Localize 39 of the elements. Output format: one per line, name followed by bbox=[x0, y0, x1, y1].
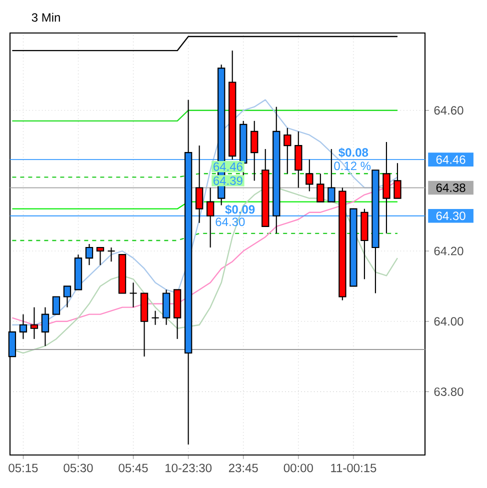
candlestick bbox=[195, 144, 204, 224]
candlestick bbox=[151, 310, 160, 326]
x-tick-label: 05:45 bbox=[118, 464, 148, 472]
x-tick-label: 10-23:30 bbox=[166, 464, 212, 472]
candlestick bbox=[250, 120, 258, 182]
x-tick-label: 00:00 bbox=[284, 464, 313, 472]
candlestick bbox=[19, 314, 28, 340]
candlestick bbox=[30, 306, 38, 340]
annotation: $0.09 bbox=[225, 204, 255, 214]
candlestick bbox=[85, 243, 94, 266]
ref-line-label: 64.46 bbox=[436, 155, 466, 164]
candlestick bbox=[96, 246, 104, 266]
candlestick bbox=[52, 296, 60, 315]
ref-line-label: 64.38 bbox=[436, 183, 466, 192]
candlestick bbox=[306, 159, 314, 192]
x-tick-label: 23:45 bbox=[228, 464, 258, 472]
candlestick bbox=[316, 173, 324, 202]
annotation: 0.12 % bbox=[334, 162, 371, 170]
candlestick bbox=[206, 187, 214, 248]
y-tick-label: 64.20 bbox=[434, 246, 464, 256]
annotation: 64.46 bbox=[214, 162, 242, 171]
y-tick-label: 63.80 bbox=[434, 387, 464, 396]
candlestick bbox=[41, 306, 50, 347]
x-tick-label: 05:30 bbox=[64, 464, 93, 472]
candlestick bbox=[129, 282, 138, 308]
x-tick-label: 05:15 bbox=[8, 464, 38, 472]
candlestick bbox=[328, 148, 336, 202]
ref-line-label: 64.30 bbox=[436, 212, 466, 220]
annotation: 64.30 bbox=[216, 218, 245, 226]
candlestick bbox=[63, 286, 72, 308]
annotation: $0.08 bbox=[338, 148, 368, 158]
y-tick-label: 64.60 bbox=[434, 106, 464, 115]
y-tick-label: 64.00 bbox=[434, 317, 464, 326]
candlestick bbox=[394, 162, 402, 199]
annotation: 64.39 bbox=[214, 176, 242, 185]
x-tick-label: 11-00:15 bbox=[331, 464, 376, 472]
candlestick bbox=[107, 246, 116, 262]
candlestick bbox=[284, 127, 292, 174]
chart-title: 3 Min bbox=[32, 12, 60, 22]
